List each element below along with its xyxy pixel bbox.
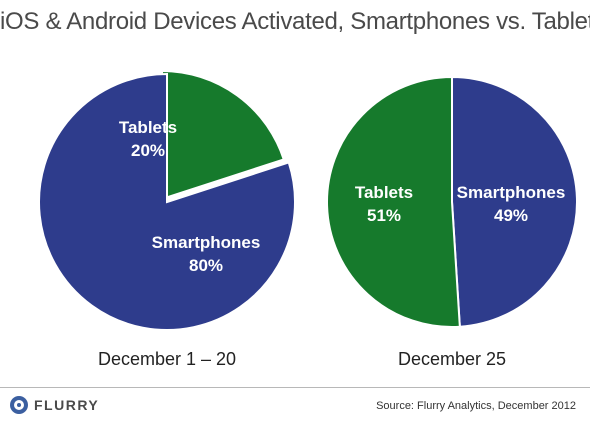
pie-charts: Tablets 20% Smartphones 80% December 1 – 20 S… xyxy=(38,69,578,369)
pie2-slice-smartphones xyxy=(451,75,578,328)
pie2-label-tablets-name: Tablets xyxy=(355,183,413,202)
pie2-label-tablets-value: 51% xyxy=(367,206,401,225)
pie1-slice-tablets xyxy=(161,69,285,201)
flurry-logo-icon xyxy=(10,396,28,414)
pie2-label-smartphones-value: 49% xyxy=(494,206,528,225)
pie1-caption: December 1 – 20 xyxy=(98,349,236,369)
pie1-slice-smartphones xyxy=(38,72,296,331)
pie1-label-smartphones-name: Smartphones xyxy=(152,233,261,252)
pie2-caption: December 25 xyxy=(398,349,506,369)
footer-divider xyxy=(0,387,590,388)
pie1-label-smartphones-value: 80% xyxy=(189,256,223,275)
pie2-label-smartphones-name: Smartphones xyxy=(457,183,566,202)
source-note: Source: Flurry Analytics, December 2012 xyxy=(376,400,576,412)
flurry-logo-text: FLURRY xyxy=(34,397,100,413)
chart-title: iOS & Android Devices Activated, Smartph… xyxy=(0,8,590,35)
pie1-label-tablets-name: Tablets xyxy=(119,118,177,137)
pie1-label-tablets-value: 20% xyxy=(131,141,165,160)
flurry-logo: FLURRY xyxy=(10,396,99,414)
pie2-slice-tablets xyxy=(325,75,461,328)
